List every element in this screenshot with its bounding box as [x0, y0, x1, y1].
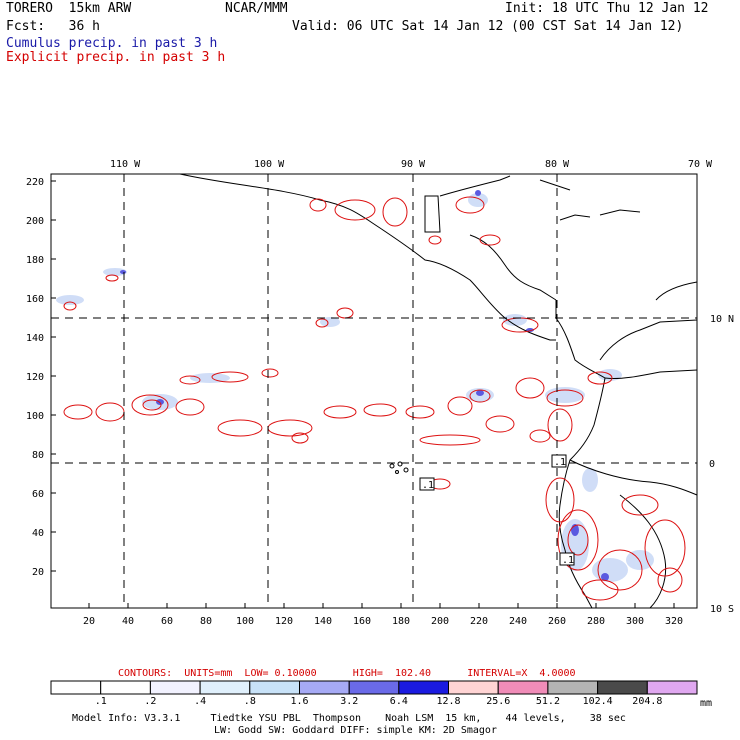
x-tick-label: 100	[236, 616, 254, 627]
x-tick-label: 320	[665, 616, 683, 627]
colorbar-swatch	[299, 680, 350, 695]
y-tick-label: 20	[32, 567, 44, 578]
colorbar-swatch	[547, 680, 599, 695]
y-tick-label: 180	[26, 255, 44, 266]
x-tick-label: 280	[587, 616, 605, 627]
init-time: Init: 18 UTC Thu 12 Jan 12	[505, 1, 709, 16]
colorbar-value-label: 204.8	[632, 696, 662, 707]
y-tick-label: 200	[26, 216, 44, 227]
colorbar-value-label: 6.4	[390, 696, 408, 707]
y-tick-label: 140	[26, 333, 44, 344]
y-tick-label: 80	[32, 450, 44, 461]
colorbar-swatch	[597, 680, 648, 695]
organization: NCAR/MMM	[225, 1, 288, 16]
lat-label: 0	[709, 459, 715, 470]
x-tick-label: 300	[626, 616, 644, 627]
axis-ticks	[51, 180, 675, 608]
lat-label: 10 S	[710, 604, 734, 615]
lon-label: 70 W	[688, 159, 713, 170]
x-tick-label: 200	[431, 616, 449, 627]
y-tick-label: 160	[26, 294, 44, 305]
model-title: TORERO 15km ARW	[6, 1, 132, 16]
colorbar-value-label: .4	[194, 696, 206, 707]
x-tick-label: 80	[200, 616, 212, 627]
colorbar-value-label: 102.4	[583, 696, 613, 707]
valid-time: Valid: 06 UTC Sat 14 Jan 12 (00 CST Sat …	[292, 19, 684, 34]
y-tick-label: 60	[32, 489, 44, 500]
colorbar-value-label: 25.6	[486, 696, 510, 707]
lon-label: 100 W	[254, 159, 285, 170]
lon-label: 90 W	[401, 159, 426, 170]
contour-label: .1	[562, 555, 574, 566]
colorbar-swatch	[348, 680, 400, 695]
colorbar-swatch	[50, 680, 102, 695]
colorbar-value-label: 51.2	[536, 696, 560, 707]
colorbar-swatch	[149, 680, 201, 695]
colorbar-value-label: 1.6	[291, 696, 309, 707]
colorbar-value-label: .1	[95, 696, 107, 707]
x-tick-label: 40	[122, 616, 134, 627]
colorbar	[50, 680, 698, 695]
galapagos-islands	[389, 461, 409, 474]
x-tick-label: 260	[548, 616, 566, 627]
field-explicit-label: Explicit precip. in past 3 h	[6, 50, 226, 65]
colorbar-value-label: .8	[244, 696, 256, 707]
colorbar-swatch	[199, 680, 251, 695]
y-tick-label: 100	[26, 411, 44, 422]
colorbar-swatch	[398, 680, 449, 695]
colorbar-swatch	[448, 680, 499, 695]
colorbar-value-label: 3.2	[340, 696, 358, 707]
model-info-line-2: LW: Godd SW: Goddard DIFF: simple KM: 2D…	[214, 725, 497, 736]
y-tick-label: 40	[32, 528, 44, 539]
contours-info: CONTOURS: UNITS=mm LOW= 0.10000 HIGH= 10…	[118, 668, 576, 679]
colorbar-swatch	[646, 680, 698, 695]
colorbar-labels: .1 .2 .4 .8 1.6 3.2 6.4 12.8 25.6 51.2 102.4 204.8	[95, 696, 663, 707]
lon-label: 110 W	[110, 159, 141, 170]
contour-label: .1	[422, 480, 434, 491]
lon-label: 80 W	[545, 159, 570, 170]
field-cumulus-label: Cumulus precip. in past 3 h	[6, 36, 218, 51]
colorbar-unit: mm	[700, 698, 713, 709]
x-tick-label: 240	[509, 616, 527, 627]
colorbar-swatch	[497, 680, 549, 695]
contour-label-boxes	[419, 454, 575, 566]
x-tick-label: 20	[83, 616, 95, 627]
model-info-line-1: Model Info: V3.3.1 Tiedtke YSU PBL Thomp…	[72, 713, 626, 724]
forecast-hour: Fcst: 36 h	[6, 19, 100, 34]
colorbar-value-label: 12.8	[437, 696, 461, 707]
colorbar-swatch	[249, 680, 301, 695]
colorbar-swatch	[100, 680, 151, 695]
contour-label: .1	[554, 457, 566, 468]
y-tick-label: 120	[26, 372, 44, 383]
colorbar-value-label: .2	[144, 696, 156, 707]
x-tick-label: 60	[161, 616, 173, 627]
x-tick-label: 160	[353, 616, 371, 627]
x-tick-label: 180	[392, 616, 410, 627]
x-tick-label: 220	[470, 616, 488, 627]
lat-lon-grid	[51, 174, 697, 608]
x-tick-label: 120	[275, 616, 293, 627]
map-frame	[50, 173, 698, 609]
x-tick-label: 140	[314, 616, 332, 627]
y-tick-label: 220	[26, 177, 44, 188]
lat-label: 10 N	[710, 314, 734, 325]
